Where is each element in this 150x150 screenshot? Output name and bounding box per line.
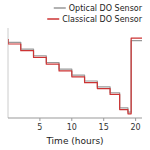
legend: Optical DO Sensor Classical DO Sensor xyxy=(47,4,142,24)
legend-swatch xyxy=(54,7,66,9)
series-line xyxy=(8,38,142,114)
x-axis-line xyxy=(8,118,142,119)
legend-label: Classical DO Sensor xyxy=(62,15,142,24)
plot-area xyxy=(8,38,142,114)
legend-swatch xyxy=(47,18,59,20)
x-tick xyxy=(39,118,40,121)
x-axis-label: Time (hours) xyxy=(45,136,103,146)
legend-label: Optical DO Sensor xyxy=(69,4,143,13)
chart: 5 10 15 20 Time (hours) Optical DO Sensor Clas… xyxy=(0,0,150,150)
x-tick xyxy=(71,118,72,121)
series-line xyxy=(8,39,142,112)
x-tick-label: 20 xyxy=(131,123,141,132)
x-tick xyxy=(103,118,104,121)
x-tick-label: 15 xyxy=(99,123,109,132)
x-tick-label: 10 xyxy=(67,123,77,132)
x-tick-label: 5 xyxy=(37,123,42,132)
x-tick xyxy=(135,118,136,121)
